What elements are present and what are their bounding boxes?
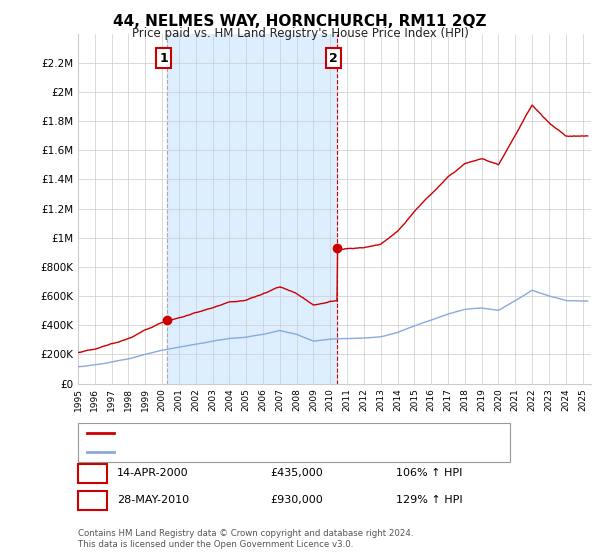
Text: 28-MAY-2010: 28-MAY-2010	[117, 494, 189, 505]
Text: 106% ↑ HPI: 106% ↑ HPI	[396, 468, 463, 478]
Bar	[167, 34, 337, 384]
Text: 2: 2	[329, 52, 338, 64]
Text: 1: 1	[159, 52, 168, 64]
Text: 44, NELMES WAY, HORNCHURCH, RM11 2QZ: 44, NELMES WAY, HORNCHURCH, RM11 2QZ	[113, 14, 487, 29]
Text: 129% ↑ HPI: 129% ↑ HPI	[396, 494, 463, 505]
Text: 2: 2	[88, 493, 97, 506]
Text: 1: 1	[88, 466, 97, 480]
Text: HPI: Average price, detached house, Havering: HPI: Average price, detached house, Have…	[119, 447, 344, 457]
Text: £930,000: £930,000	[270, 494, 323, 505]
Text: £435,000: £435,000	[270, 468, 323, 478]
Text: 44, NELMES WAY, HORNCHURCH, RM11 2QZ (detached house): 44, NELMES WAY, HORNCHURCH, RM11 2QZ (de…	[119, 428, 425, 438]
Text: Price paid vs. HM Land Registry's House Price Index (HPI): Price paid vs. HM Land Registry's House …	[131, 27, 469, 40]
Text: 14-APR-2000: 14-APR-2000	[117, 468, 188, 478]
Text: Contains HM Land Registry data © Crown copyright and database right 2024.
This d: Contains HM Land Registry data © Crown c…	[78, 529, 413, 549]
